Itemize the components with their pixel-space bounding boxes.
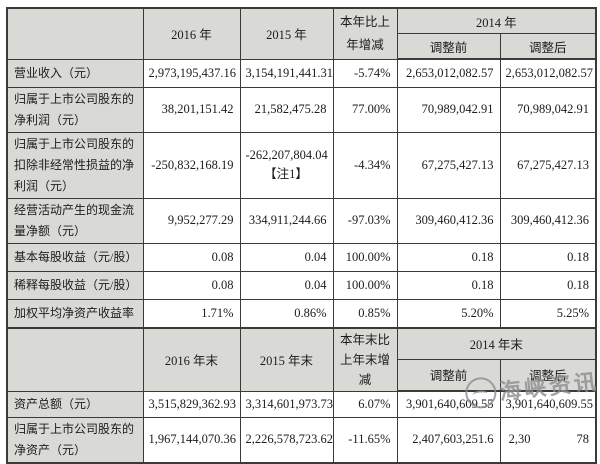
value-2014-before: 67,275,427.13 — [396, 131, 501, 199]
value-2016: -250,832,168.19 — [142, 131, 241, 199]
header-adj-before: 调整前 — [396, 33, 501, 60]
value-change: -4.34% — [332, 131, 398, 199]
value-2015-note: 【注1】 — [264, 167, 308, 181]
header-adj-after: 调整后 — [499, 33, 597, 60]
value-2015: -262,207,804.04 【注1】 — [239, 131, 334, 199]
row-label: 加权平均净资产收益率 — [6, 298, 144, 329]
row-label: 基本每股收益（元/股） — [6, 242, 144, 272]
value-2016: 0.08 — [142, 242, 241, 272]
header-yearend-2014: 2014 年末 — [396, 327, 597, 360]
header-adj-after: 调整后 — [499, 358, 597, 392]
value-change: 77.00% — [332, 86, 398, 133]
value-2016: 1,967,144,070.36 — [142, 416, 241, 463]
row-label: 归属于上市公司股东的净资产（元） — [6, 416, 144, 463]
row-label: 归属于上市公司股东的扣除非经常性损益的净利润（元） — [6, 131, 144, 199]
value-2014-after-obscured: 2,30 78 — [499, 416, 597, 463]
value-2016: 3,515,829,362.93 — [142, 390, 241, 418]
table-row: 资产总额（元） 3,515,829,362.93 3,314,601,973.7… — [6, 390, 597, 418]
table-row: 归属于上市公司股东的净资产（元） 1,967,144,070.36 2,226,… — [6, 416, 597, 463]
financial-summary-table: 2016 年 2015 年 本年比上年增减 2014 年 调整前 调整后 营业收… — [6, 7, 598, 464]
value-2014-before: 2,653,012,082.57 — [396, 58, 501, 88]
table-row: 基本每股收益（元/股） 0.08 0.04 100.00% 0.18 0.18 — [6, 242, 597, 272]
header-yearend-2015: 2015 年末 — [239, 327, 334, 392]
header-adj-before: 调整前 — [396, 358, 501, 392]
table-row: 归属于上市公司股东的净利润（元） 38,201,151.42 21,582,47… — [6, 86, 597, 133]
value-2014-after: 0.18 — [499, 270, 597, 300]
corner-blank-cell — [6, 7, 144, 60]
value-fragment-suffix: 78 — [576, 432, 590, 446]
header-year-2014: 2014 年 — [396, 7, 597, 34]
row-label: 归属于上市公司股东的净利润（元） — [6, 86, 144, 133]
value-2014-before: 3,901,640,609.55 — [396, 390, 501, 418]
value-2014-before: 70,989,042.91 — [396, 86, 501, 133]
value-2016: 38,201,151.42 — [142, 86, 241, 133]
table-row: 经营活动产生的现金流量净额（元） 9,952,277.29 334,911,24… — [6, 197, 597, 244]
header-year-2016: 2016 年 — [142, 7, 241, 60]
value-2015: 3,314,601,973.73 — [239, 390, 334, 418]
value-change: 6.07% — [332, 390, 398, 418]
value-2015: 2,226,578,723.62 — [239, 416, 334, 463]
value-2015: 0.86% — [239, 298, 334, 329]
header-yearend-2016: 2016 年末 — [142, 327, 241, 392]
financial-summary-page: 2016 年 2015 年 本年比上年增减 2014 年 调整前 调整后 营业收… — [0, 0, 600, 411]
value-2014-after: 67,275,427.13 — [499, 131, 597, 199]
value-2014-before: 5.20% — [396, 298, 501, 329]
corner-blank-cell — [6, 327, 144, 392]
value-change: 0.85% — [332, 298, 398, 329]
row-label: 资产总额（元） — [6, 390, 144, 418]
value-2014-after: 2,653,012,082.57 — [499, 58, 597, 88]
table-row: 稀释每股收益（元/股） 0.08 0.04 100.00% 0.18 0.18 — [6, 270, 597, 300]
value-change: -97.03% — [332, 197, 398, 244]
value-2014-after: 70,989,042.91 — [499, 86, 597, 133]
header-yoy-change: 本年比上年增减 — [332, 7, 398, 60]
value-2016: 2,973,195,437.16 — [142, 58, 241, 88]
value-2015: 0.04 — [239, 242, 334, 272]
value-2014-before: 2,407,603,251.6 — [396, 416, 501, 463]
value-2015: 3,154,191,441.31 — [239, 58, 334, 88]
header-year-2015: 2015 年 — [239, 7, 334, 60]
value-2014-before: 309,460,412.36 — [396, 197, 501, 244]
value-2014-after: 309,460,412.36 — [499, 197, 597, 244]
value-2015-amount: -262,207,804.04 — [245, 148, 328, 162]
row-label: 稀释每股收益（元/股） — [6, 270, 144, 300]
table-row: 归属于上市公司股东的扣除非经常性损益的净利润（元） -250,832,168.1… — [6, 131, 597, 199]
value-fragment-prefix: 2,30 — [508, 432, 531, 446]
row-label: 营业收入（元） — [6, 58, 144, 88]
table-row: 营业收入（元） 2,973,195,437.16 3,154,191,441.3… — [6, 58, 597, 88]
value-change: -5.74% — [332, 58, 398, 88]
value-2016: 1.71% — [142, 298, 241, 329]
value-change: 100.00% — [332, 242, 398, 272]
value-2014-before: 0.18 — [396, 270, 501, 300]
value-2015: 334,911,244.66 — [239, 197, 334, 244]
table-row: 加权平均净资产收益率 1.71% 0.86% 0.85% 5.20% 5.25% — [6, 298, 597, 329]
value-2014-after: 5.25% — [499, 298, 597, 329]
row-label: 经营活动产生的现金流量净额（元） — [6, 197, 144, 244]
header-yearend-change: 本年末比上年末增减 — [332, 327, 398, 392]
value-2015: 0.04 — [239, 270, 334, 300]
value-2015: 21,582,475.28 — [239, 86, 334, 133]
value-2016: 9,952,277.29 — [142, 197, 241, 244]
value-2014-after: 3,901,640,609.55 — [499, 390, 597, 418]
value-2014-before: 0.18 — [396, 242, 501, 272]
value-2016: 0.08 — [142, 270, 241, 300]
value-change: -11.65% — [332, 416, 398, 463]
value-2014-after: 0.18 — [499, 242, 597, 272]
value-change: 100.00% — [332, 270, 398, 300]
